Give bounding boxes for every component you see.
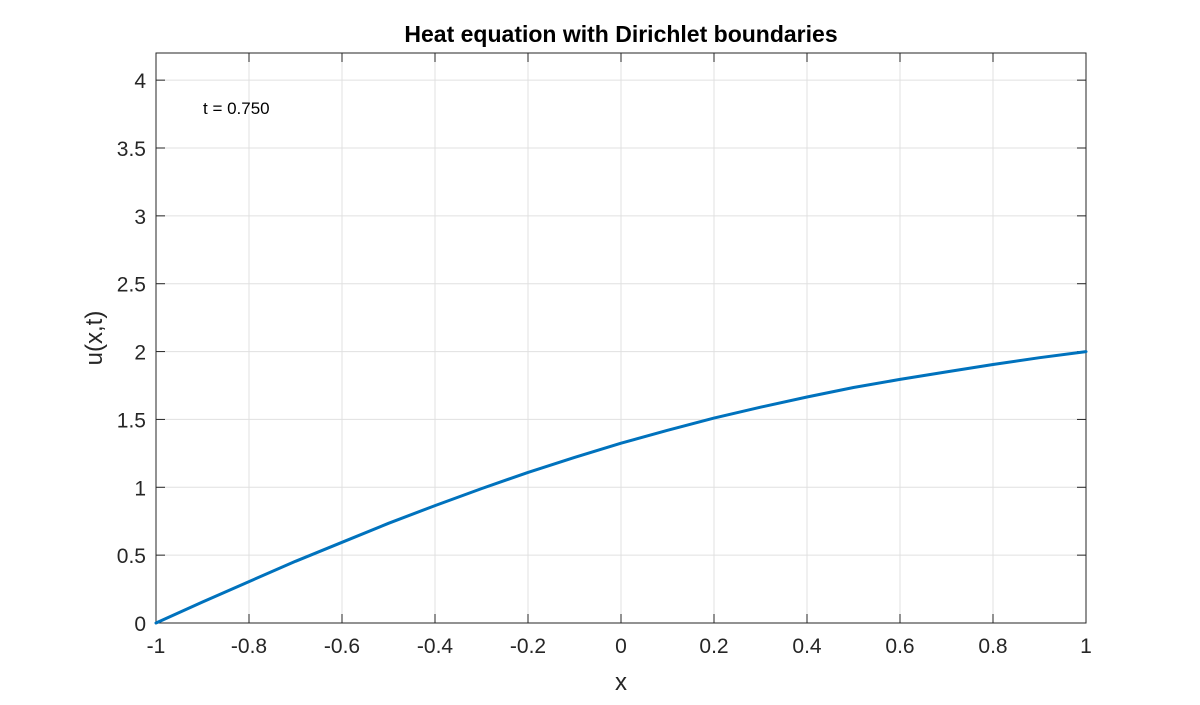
- y-tick-label: 1.5: [117, 409, 146, 432]
- y-axis-label: u(x,t): [81, 311, 108, 366]
- chart-title: Heat equation with Dirichlet boundaries: [404, 21, 837, 47]
- y-tick-label: 3.5: [117, 138, 146, 161]
- x-tick-label: 0.6: [885, 635, 914, 658]
- x-tick-label: 0: [615, 635, 627, 658]
- y-tick-label: 0: [134, 613, 146, 636]
- y-tick-label: 4: [134, 70, 146, 93]
- x-tick-label: -0.6: [324, 635, 360, 658]
- series-layer: [154, 350, 1088, 625]
- x-tick-label: 0.4: [792, 635, 822, 658]
- y-tick-label: 2.5: [117, 274, 146, 297]
- y-tick-label: 1: [134, 477, 146, 500]
- y-tick-label: 0.5: [117, 545, 146, 568]
- x-tick-label: -0.8: [231, 635, 267, 658]
- x-tick-label: -1: [147, 635, 166, 658]
- x-tick-label: 0.2: [699, 635, 728, 658]
- y-tick-labels: 0 0.5 1 1.5 2 2.5 3 3.5 4: [117, 70, 147, 636]
- x-tick-label: -0.4: [417, 635, 454, 658]
- x-tick-label: 1: [1080, 635, 1092, 658]
- x-tick-label: -0.2: [510, 635, 546, 658]
- x-tick-label: 0.8: [978, 635, 1007, 658]
- series-line: [154, 350, 1088, 625]
- x-tick-labels: -1 -0.8 -0.6 -0.4 -0.2 0 0.2 0.4 0.6 0.8 1: [147, 635, 1092, 658]
- time-annotation: t = 0.750: [203, 99, 270, 118]
- x-axis-label: x: [615, 669, 627, 696]
- y-tick-label: 2: [134, 342, 146, 365]
- y-tick-label: 3: [134, 206, 146, 229]
